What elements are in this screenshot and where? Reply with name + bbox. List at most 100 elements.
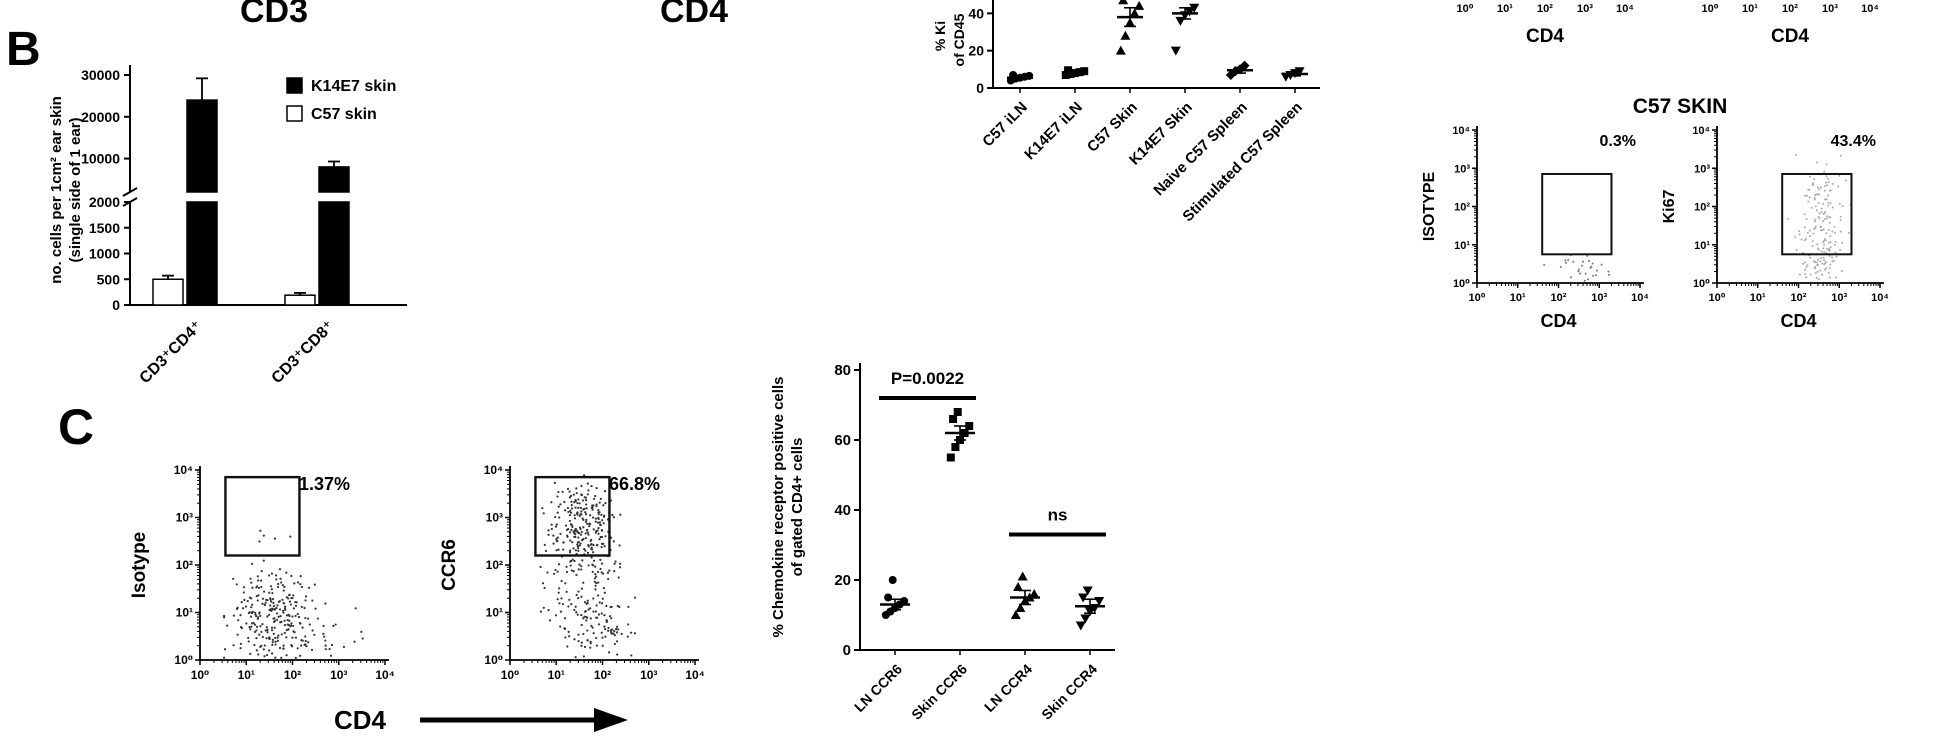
cd4-axis-arrow: CD4 <box>334 705 628 735</box>
panel-b-label: B <box>6 23 41 76</box>
chemokine-scatter-plot: 0 20 40 60 80 LN CCR6 Skin CCR6 LN CCR4 Skin CCR… <box>770 362 1115 723</box>
svg-text:10³: 10³ <box>176 511 193 525</box>
svg-text:10¹: 10¹ <box>1694 240 1710 252</box>
y-axis-label: % Chemokine receptor positive cells <box>770 377 787 638</box>
category-label: CD3⁺CD8⁺ <box>269 318 338 387</box>
category-label: C57 iLN <box>979 99 1031 151</box>
svg-text:10⁰: 10⁰ <box>484 653 503 667</box>
percent-label: 0.3% <box>1600 133 1636 150</box>
svg-text:10¹: 10¹ <box>486 606 503 620</box>
flow-plot-c57-ki67: 10⁰ 10⁰ 10¹ 10¹ 10² 10² 10³ 10³ 10⁴ 10⁴ 43.4% Ki67 C… <box>1661 125 1889 331</box>
percent-label: 43.4% <box>1831 133 1876 150</box>
c57-skin-title: C57 SKIN <box>1632 95 1728 118</box>
y-axis-label: ISOTYPE <box>1421 172 1438 242</box>
svg-text:10000: 10000 <box>81 151 120 167</box>
x-axis-label: CD4 <box>1526 26 1564 47</box>
svg-text:10³: 10³ <box>640 668 657 682</box>
x-axis-label: CD4 <box>1540 311 1576 331</box>
y-axis-label: no. cells per 1cm² ear skin <box>48 96 65 284</box>
svg-text:10⁰: 10⁰ <box>501 668 520 682</box>
svg-text:10⁰: 10⁰ <box>174 653 193 667</box>
x-axis-label: CD4 <box>1771 26 1809 47</box>
svg-text:10⁴: 10⁴ <box>1692 125 1710 137</box>
gate-rectangle <box>224 475 301 557</box>
svg-text:40: 40 <box>968 5 984 21</box>
flow-plot-title-cd4: CD4 <box>660 0 729 30</box>
svg-text:10¹: 10¹ <box>1510 292 1526 304</box>
legend-swatch <box>286 105 303 122</box>
category-label: Naive C57 Spleen <box>1150 99 1250 199</box>
svg-text:0: 0 <box>843 642 851 659</box>
category-label: Skin CCR6 <box>908 661 970 723</box>
category-label: LN CCR4 <box>981 661 1035 715</box>
svg-text:1000: 1000 <box>89 246 120 262</box>
significance-label: ns <box>1048 506 1068 525</box>
svg-text:10³: 10³ <box>1822 3 1838 15</box>
bar <box>318 201 350 306</box>
bar <box>152 278 184 306</box>
y-axis-label: Ki67 <box>1661 190 1678 224</box>
bar <box>318 166 350 193</box>
axis-break-mark <box>122 187 138 197</box>
gate-rectangle <box>1781 172 1853 256</box>
svg-text:10⁴: 10⁴ <box>1616 3 1634 15</box>
svg-text:10³: 10³ <box>486 511 503 525</box>
svg-text:30000: 30000 <box>81 67 120 83</box>
svg-text:10³: 10³ <box>1454 163 1470 175</box>
category-label: CD3⁺CD4⁺ <box>137 318 206 387</box>
gate-rectangle <box>534 475 611 557</box>
category-label: C57 Skin <box>1084 99 1141 156</box>
svg-text:10¹: 10¹ <box>176 606 193 620</box>
svg-text:10²: 10² <box>1791 292 1807 304</box>
cropped-flow-axis-right: 10⁰ 10¹ 10² 10³ 10⁴ CD4 <box>1701 3 1879 47</box>
svg-text:10³: 10³ <box>330 668 347 682</box>
svg-text:10²: 10² <box>1694 202 1710 214</box>
svg-text:80: 80 <box>834 362 851 379</box>
y-axis-label: Isotype <box>129 532 150 599</box>
y-axis-label: CCR6 <box>439 539 460 591</box>
svg-text:10¹: 10¹ <box>1497 3 1513 15</box>
flow-plot-title-cd3: CD3 <box>240 0 309 30</box>
svg-text:0: 0 <box>976 80 984 96</box>
svg-text:10¹: 10¹ <box>1742 3 1758 15</box>
y-axis-label: % Ki <box>932 21 948 51</box>
svg-text:10⁰: 10⁰ <box>1693 278 1710 290</box>
category-label: LN CCR6 <box>851 661 905 715</box>
svg-text:10⁰: 10⁰ <box>1468 292 1485 304</box>
panel-b-bar-chart: 0 500 1000 1500 2000 10000 20000 30000 CD3⁺CD4⁺ C… <box>48 65 407 387</box>
svg-text:10⁴: 10⁴ <box>1861 3 1879 15</box>
svg-text:60: 60 <box>834 432 851 449</box>
svg-text:10²: 10² <box>1551 292 1567 304</box>
svg-text:10²: 10² <box>176 558 193 572</box>
svg-text:10⁰: 10⁰ <box>191 668 210 682</box>
legend-label: K14E7 skin <box>311 78 396 95</box>
svg-text:0: 0 <box>112 297 120 313</box>
category-label: Skin CCR4 <box>1038 661 1100 723</box>
svg-text:40: 40 <box>834 502 851 519</box>
svg-text:2000: 2000 <box>89 194 120 210</box>
svg-text:10²: 10² <box>486 558 503 572</box>
category-label: K14E7 iLN <box>1021 99 1085 163</box>
svg-text:10⁴: 10⁴ <box>1871 292 1889 304</box>
bar <box>186 201 218 306</box>
svg-text:10³: 10³ <box>1831 292 1847 304</box>
svg-text:10⁴: 10⁴ <box>1452 125 1470 137</box>
legend-swatch <box>286 77 303 94</box>
svg-text:20: 20 <box>834 572 851 589</box>
y-axis-label: of gated CD4+ cells <box>789 438 806 577</box>
svg-text:10²: 10² <box>1454 202 1470 214</box>
svg-text:1500: 1500 <box>89 220 120 236</box>
significance-label: P=0.0022 <box>891 369 964 388</box>
svg-text:10⁴: 10⁴ <box>375 668 394 682</box>
x-axis-label: CD4 <box>1780 311 1816 331</box>
x-axis-label: CD4 <box>334 705 387 735</box>
svg-text:10⁴: 10⁴ <box>174 463 193 477</box>
svg-text:20000: 20000 <box>81 109 120 125</box>
svg-text:10²: 10² <box>594 668 611 682</box>
panel-c-label: C <box>58 399 95 455</box>
svg-text:10²: 10² <box>284 668 301 682</box>
svg-text:10⁰: 10⁰ <box>1708 292 1725 304</box>
svg-text:10⁰: 10⁰ <box>1456 3 1473 15</box>
